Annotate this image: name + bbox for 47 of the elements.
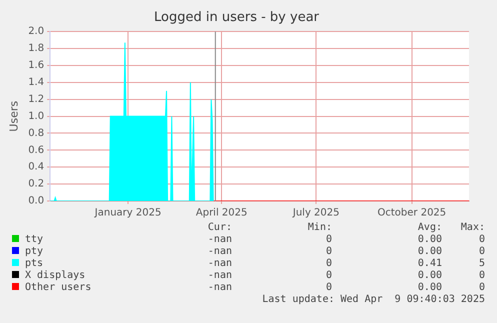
- legend-label: tty: [24, 234, 44, 246]
- text: 0: [478, 246, 485, 258]
- legend-label: pty: [24, 246, 44, 258]
- x-tick-label: April 2025: [196, 208, 248, 219]
- y-tick-label: 1.2: [28, 94, 44, 105]
- legend-label: pts: [24, 258, 44, 270]
- y-tick-label: 2.0: [28, 26, 44, 38]
- text: 0: [324, 246, 332, 258]
- text: Avg:: [416, 222, 442, 234]
- text: -nan: [206, 246, 232, 258]
- y-tick-label: 1.4: [28, 77, 44, 88]
- y-tick-label: 0.6: [28, 144, 44, 156]
- text: -nan: [206, 258, 232, 270]
- text: 0: [324, 258, 332, 270]
- x-tick-label: January 2025: [94, 208, 162, 219]
- text: 0: [324, 234, 332, 246]
- text: -nan: [206, 234, 232, 246]
- y-tick-label: 0.2: [28, 178, 44, 190]
- text: 0: [478, 282, 485, 294]
- text: 0.00: [416, 282, 442, 294]
- text: -nan: [206, 270, 232, 282]
- text: 0: [478, 270, 485, 282]
- text: 0.00: [416, 246, 442, 258]
- y-tick-label: 0.0: [28, 196, 44, 207]
- text: Last update: Wed Apr 9 09:40:03 2025: [261, 294, 485, 306]
- y-tick-label: 1.6: [28, 60, 44, 72]
- y-tick-label: 1.0: [28, 110, 44, 122]
- y-tick-label: 0.8: [28, 128, 44, 139]
- x-tick-label: July 2025: [292, 208, 340, 219]
- x-tick-label: October 2025: [378, 208, 446, 219]
- text: 0: [478, 234, 485, 246]
- text: 0: [324, 270, 332, 282]
- text: Min:: [306, 222, 332, 234]
- text: 0.00: [416, 234, 442, 246]
- y-axis-title: Users: [7, 100, 20, 132]
- text: Cur:: [206, 222, 232, 234]
- chart-title: Logged in users - by year: [154, 10, 320, 26]
- y-tick-label: 0.4: [28, 162, 44, 173]
- text: -nan: [206, 282, 232, 294]
- text: Max:: [460, 222, 485, 234]
- legend-label: X displays: [24, 270, 86, 282]
- text: 0: [324, 282, 332, 294]
- text: 0.41: [416, 258, 442, 270]
- text: 0.00: [416, 270, 442, 282]
- legend-label: Other users: [24, 282, 92, 294]
- text: 5: [478, 258, 485, 270]
- y-tick-label: 1.8: [28, 43, 44, 54]
